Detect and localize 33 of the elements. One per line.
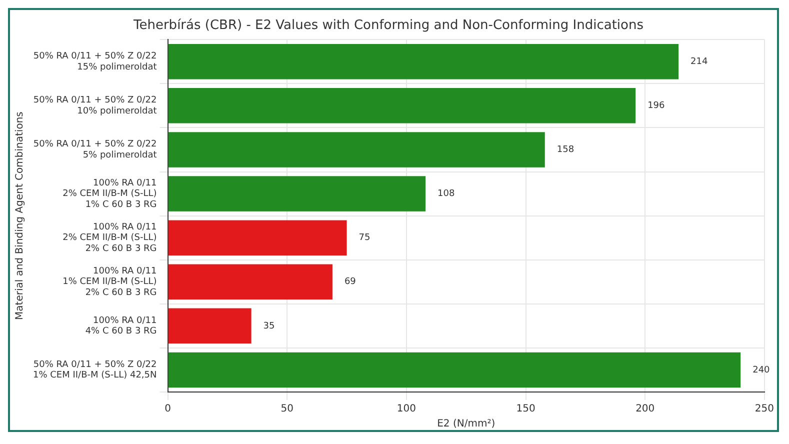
bar — [168, 88, 636, 124]
y-axis-title: Material and Binding Agent Combinations — [14, 112, 26, 320]
y-tick-label: 50% RA 0/11 + 50% Z 0/22 15% polimeroldat — [33, 52, 158, 72]
x-axis-title: E2 (N/mm²) — [437, 418, 496, 430]
data-label: 69 — [344, 277, 356, 288]
x-tick-label: 250 — [754, 404, 774, 415]
data-label: 214 — [690, 56, 708, 67]
bar — [168, 132, 545, 168]
bar — [168, 44, 679, 80]
y-tick-label: 50% RA 0/11 + 50% Z 0/22 5% polimeroldat — [33, 140, 158, 160]
data-label: 35 — [263, 321, 275, 332]
x-tick-label: 100 — [396, 404, 416, 415]
data-label: 196 — [648, 101, 666, 112]
y-tick-label: 50% RA 0/11 + 50% Z 0/22 1% CEM II/B-M (S-LL) 42,5N — [32, 360, 157, 381]
bar — [168, 264, 332, 300]
x-tick-label: 150 — [516, 404, 536, 415]
y-tick-label: 100% RA 0/11 2% CEM II/B-M (S-LL) 1% C 60 B 3 RG — [62, 178, 157, 210]
chart-title: Teherbírás (CBR) - E2 Values with Conforming and Non-Conforming Indications — [132, 18, 644, 34]
y-tick-label: 50% RA 0/11 + 50% Z 0/22 10% polimeroldat — [33, 96, 158, 116]
bar — [168, 352, 741, 388]
bar — [168, 176, 426, 212]
y-tick-label: 100% RA 0/11 2% CEM II/B-M (S-LL) 2% C 60 B 3 RG — [62, 222, 157, 254]
x-tick-label: 0 — [164, 404, 171, 415]
y-tick-label: 100% RA 0/11 1% CEM II/B-M (S-LL) 2% C 60 B 3 RG — [62, 266, 157, 298]
bar — [168, 308, 252, 344]
data-label: 240 — [752, 365, 770, 376]
x-tick-label: 50 — [280, 404, 294, 415]
data-label: 158 — [556, 145, 574, 156]
data-label: 75 — [358, 233, 370, 244]
data-label: 108 — [438, 189, 455, 200]
y-tick-label: 100% RA 0/11 4% C 60 B 3 RG — [85, 316, 157, 337]
bar — [168, 220, 347, 256]
x-tick-label: 200 — [636, 404, 655, 415]
